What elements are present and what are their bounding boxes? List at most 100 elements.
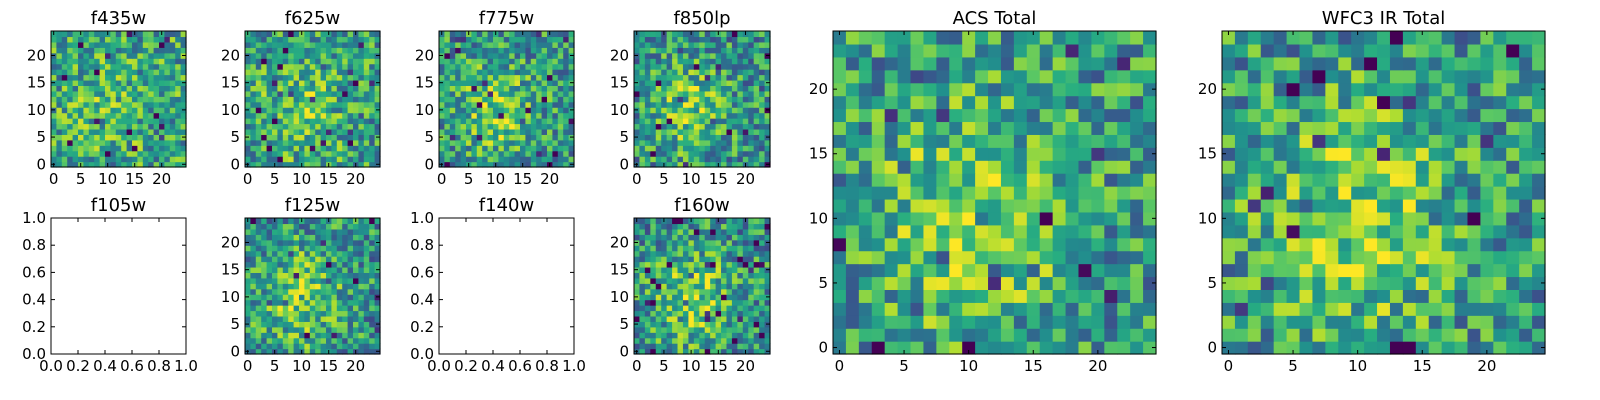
heatmap-cell [315, 218, 322, 225]
heatmap-cell [639, 112, 646, 119]
heatmap-cell [1467, 302, 1481, 316]
heatmap-cell [369, 337, 376, 344]
heatmap-cell [634, 36, 641, 43]
heatmap-cell [255, 36, 262, 43]
heatmap-cell [363, 218, 370, 225]
heatmap-cell [369, 145, 376, 152]
heatmap-cell [487, 90, 494, 97]
heatmap-cell [1143, 108, 1157, 123]
heatmap-cell [137, 31, 144, 38]
heatmap-cell [897, 121, 912, 135]
heatmap-cell [1000, 147, 1015, 161]
heatmap-cell [748, 315, 755, 322]
heatmap-cell [99, 156, 106, 163]
heatmap-cell [1364, 211, 1378, 226]
heatmap-cell [72, 139, 79, 146]
heatmap-cell [742, 69, 749, 76]
heatmap-cell [563, 161, 570, 168]
heatmap-cell [347, 332, 354, 339]
heatmap-cell [682, 145, 689, 152]
heatmap-cells [634, 218, 771, 355]
heatmap-cell [699, 118, 706, 125]
heatmap-cell [639, 348, 646, 355]
heatmap-cell [293, 272, 300, 279]
heatmap-cell [304, 101, 311, 108]
heatmap-cell [742, 123, 749, 130]
heatmap-cell [1052, 95, 1067, 110]
heatmap-cell [1013, 237, 1028, 252]
heatmap-cell [315, 288, 322, 295]
heatmap-cell [753, 294, 760, 301]
heatmap-cell [137, 128, 144, 135]
heatmap-cell [693, 150, 700, 157]
heatmap-cell [1312, 289, 1326, 303]
heatmap-cell [639, 96, 646, 103]
heatmap-cell [1065, 43, 1080, 58]
heatmap-cell [1143, 341, 1157, 355]
heatmap-cell [634, 47, 641, 54]
heatmap-cell [688, 288, 695, 295]
heatmap-cell [132, 134, 138, 141]
heatmap-cell [742, 223, 749, 230]
heatmap-cell [137, 74, 144, 81]
heatmap-cell [266, 321, 273, 328]
heatmap-cell [650, 31, 657, 38]
heatmap-cell [693, 315, 700, 322]
heatmap-cell [949, 69, 963, 84]
heatmap-cell [331, 85, 338, 92]
heatmap-cell [655, 315, 662, 322]
heatmap-cell [672, 256, 679, 263]
heatmap-cell [369, 90, 376, 97]
heatmap-cell [67, 69, 74, 76]
heatmap-cell [753, 261, 760, 268]
heatmap-cell [288, 234, 295, 241]
heatmap-cell [661, 305, 668, 312]
heatmap-cell [110, 112, 117, 119]
heatmap-cell [737, 85, 744, 92]
heatmap-cell [699, 36, 706, 43]
heatmap-cell [110, 41, 117, 48]
heatmap-cell [1065, 56, 1080, 71]
heatmap-cell [764, 123, 771, 130]
heatmap-cell [661, 128, 668, 135]
heatmap-cell [704, 63, 711, 70]
heatmap-cell [482, 123, 489, 130]
heatmap-cell [455, 123, 462, 130]
heatmap-cell [677, 112, 684, 119]
heatmap-cell [726, 58, 733, 65]
heatmap-cell [910, 276, 925, 290]
heatmap-cell [309, 294, 316, 301]
heatmap-cell [672, 128, 679, 135]
heatmap-cell [449, 79, 456, 86]
heatmap-cell [1039, 341, 1054, 355]
heatmap-cells [634, 31, 771, 168]
heatmap-cell [639, 332, 646, 339]
heatmap-cell [748, 74, 755, 81]
heatmap-cell [320, 348, 327, 355]
heatmap-cell [1104, 186, 1118, 200]
y-tick-label: 20 [221, 233, 240, 251]
heatmap-cell [688, 337, 695, 344]
heatmap-cell [547, 79, 553, 86]
heatmap-cell [115, 31, 122, 38]
heatmap-cell [650, 234, 657, 241]
heatmap-cell [563, 74, 570, 81]
heatmap-cell [115, 123, 122, 130]
heatmap-cell [110, 69, 117, 76]
heatmap-cell [1026, 82, 1041, 97]
heatmap-cell [568, 41, 575, 48]
heatmap-cell [369, 96, 376, 103]
heatmap-cell [1104, 315, 1118, 329]
heatmap-cell [72, 36, 79, 43]
heatmap-cell [1130, 134, 1144, 148]
heatmap-cell [644, 223, 651, 230]
heatmap-cell [326, 150, 332, 157]
heatmap-cell [358, 58, 365, 65]
heatmap-cell [250, 283, 257, 290]
heatmap-cell [704, 283, 711, 290]
heatmap-cell [132, 52, 138, 59]
heatmap-cell [369, 47, 376, 54]
heatmap-cell [336, 58, 343, 65]
heatmap-cell [299, 310, 305, 317]
heatmap-cell [471, 101, 478, 108]
